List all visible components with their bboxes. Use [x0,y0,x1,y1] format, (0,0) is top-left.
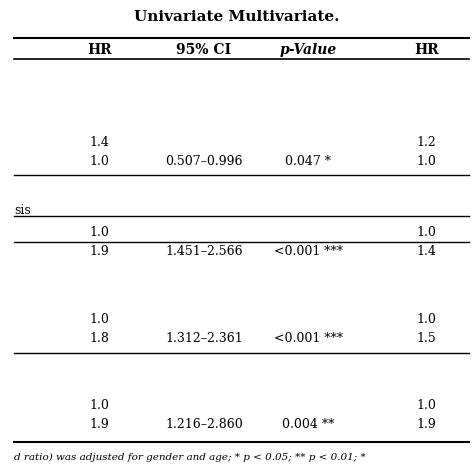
Text: d ratio) was adjusted for gender and age; * p < 0.05; ** p < 0.01; *: d ratio) was adjusted for gender and age… [14,453,366,462]
Text: HR: HR [87,43,112,57]
Text: sis: sis [14,204,31,218]
Text: 1.8: 1.8 [90,332,109,346]
Text: Univariate Multivariate.: Univariate Multivariate. [134,9,340,24]
Text: 1.9: 1.9 [417,418,437,431]
Text: HR: HR [414,43,439,57]
Text: <0.001 ***: <0.001 *** [273,332,343,346]
Text: 1.0: 1.0 [417,313,437,327]
Text: 0.507–0.996: 0.507–0.996 [165,155,243,168]
Text: 1.9: 1.9 [90,245,109,258]
Text: 1.216–2.860: 1.216–2.860 [165,418,243,431]
Text: 1.0: 1.0 [417,399,437,412]
Text: 1.0: 1.0 [417,155,437,168]
Text: 0.004 **: 0.004 ** [282,418,334,431]
Text: 1.312–2.361: 1.312–2.361 [165,332,243,346]
Text: 1.0: 1.0 [90,399,109,412]
Text: 95% CI: 95% CI [176,43,231,57]
Text: 1.0: 1.0 [90,313,109,327]
Text: 0.047 *: 0.047 * [285,155,331,168]
Text: 1.451–2.566: 1.451–2.566 [165,245,243,258]
Text: 1.0: 1.0 [90,226,109,239]
Text: 1.2: 1.2 [417,136,437,149]
Text: 1.4: 1.4 [417,245,437,258]
Text: 1.0: 1.0 [90,155,109,168]
Text: 1.9: 1.9 [90,418,109,431]
Text: 1.5: 1.5 [417,332,437,346]
Text: 1.4: 1.4 [90,136,109,149]
Text: 1.0: 1.0 [417,226,437,239]
Text: <0.001 ***: <0.001 *** [273,245,343,258]
Text: p-Value: p-Value [280,43,337,57]
